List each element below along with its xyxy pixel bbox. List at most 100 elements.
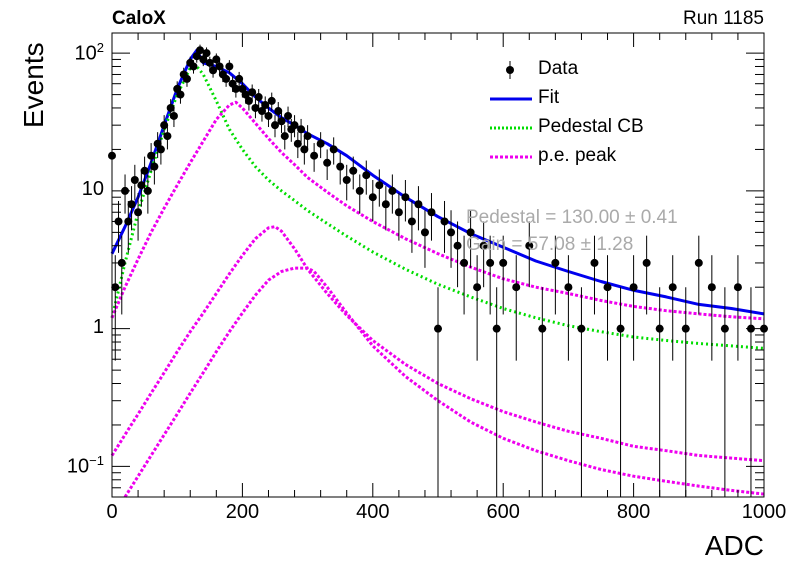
data-point <box>642 235 651 315</box>
data-point <box>169 106 178 128</box>
y-tick-label: 10 <box>81 177 104 200</box>
pedestal-annotation: Pedestal = 130.00 ± 0.41 <box>466 207 678 228</box>
data-point <box>388 174 397 214</box>
data-point <box>140 156 149 190</box>
data-point <box>394 193 403 241</box>
data-point <box>303 125 312 150</box>
y-tick-label: 10−1 <box>66 453 104 479</box>
data-point <box>300 137 309 165</box>
data-point <box>434 287 442 497</box>
data-point <box>124 200 133 253</box>
data-point <box>525 221 534 288</box>
data-point <box>694 235 703 315</box>
legend-label: Pedestal CB <box>538 116 644 137</box>
x-tick-label: 600 <box>486 501 520 523</box>
data-point <box>420 210 429 268</box>
data-point <box>277 111 286 133</box>
data-point <box>196 44 205 57</box>
data-point <box>655 287 664 497</box>
data-point <box>267 92 276 111</box>
data-point <box>261 96 270 116</box>
data-point <box>466 210 475 268</box>
data-point <box>720 287 729 497</box>
data-point <box>440 200 449 253</box>
data-point <box>310 143 319 172</box>
data-point <box>668 255 677 361</box>
legend-label: Data <box>538 58 579 79</box>
data-point <box>212 53 221 67</box>
data-point <box>603 255 612 361</box>
data-point <box>551 235 560 315</box>
data-point <box>199 53 208 67</box>
data-point <box>453 221 462 288</box>
x-tick-label: 400 <box>356 501 390 523</box>
data-point <box>336 152 345 185</box>
data-point <box>564 255 573 361</box>
data-point <box>117 235 126 315</box>
data-point <box>209 63 218 78</box>
data-point <box>407 200 416 253</box>
data-point <box>681 287 690 497</box>
data-point <box>225 60 234 74</box>
curve-component-4 <box>110 225 765 463</box>
legend-symbols <box>490 61 532 159</box>
data-point <box>629 255 638 361</box>
data-point <box>137 169 146 207</box>
data-point <box>274 102 283 122</box>
data-point <box>349 156 358 190</box>
data-point <box>616 287 625 497</box>
data-point <box>293 132 302 159</box>
data-point <box>401 179 410 222</box>
data-point <box>202 47 211 60</box>
data-point <box>215 60 224 74</box>
data-point <box>127 186 136 231</box>
data-point <box>264 106 273 128</box>
data-point <box>375 169 384 207</box>
data-point <box>577 287 586 497</box>
data-point <box>150 152 159 185</box>
x-axis-title: ADC <box>704 530 764 561</box>
data-point <box>176 86 185 104</box>
data-point <box>538 287 547 497</box>
data-point <box>447 210 456 268</box>
data-point <box>248 84 257 102</box>
data-point <box>160 115 169 138</box>
data-point <box>166 99 175 119</box>
data-point <box>280 125 289 150</box>
data-point <box>473 255 482 361</box>
data-point <box>156 137 165 165</box>
data-point <box>342 164 351 201</box>
data-point <box>512 255 521 361</box>
legend-symbol <box>506 61 514 79</box>
plot-frame <box>111 32 765 498</box>
data-point <box>460 235 469 315</box>
y-tick-label: 1 <box>92 315 104 338</box>
legend-label: Fit <box>538 87 560 108</box>
data-point <box>271 115 279 138</box>
curve-pedestal-cb <box>110 65 765 350</box>
data-point <box>222 71 231 87</box>
data-point <box>182 71 191 87</box>
data-point <box>251 99 260 119</box>
data-point <box>733 255 742 361</box>
x-tick-label: 1000 <box>741 501 787 523</box>
data-point <box>290 115 299 138</box>
gain-annotation: Gain = 57.08 ± 1.28 <box>466 234 634 255</box>
data-point <box>143 174 152 214</box>
data-point <box>381 186 390 231</box>
data-point <box>316 132 325 159</box>
y-tick-label: 102 <box>74 40 104 65</box>
data-points <box>108 44 768 497</box>
data-point <box>499 235 508 315</box>
experiment-label: CaloX <box>112 8 166 29</box>
data-point <box>205 56 214 70</box>
data-point <box>707 255 716 361</box>
y-axis-ticks <box>112 52 764 498</box>
run-label: Run 1185 <box>683 8 764 29</box>
x-tick-label: 800 <box>616 501 651 523</box>
data-point <box>492 287 501 497</box>
data-point <box>163 125 172 150</box>
data-point <box>368 179 377 222</box>
data-point <box>284 106 293 128</box>
legend-label: p.e. peak <box>538 145 617 166</box>
